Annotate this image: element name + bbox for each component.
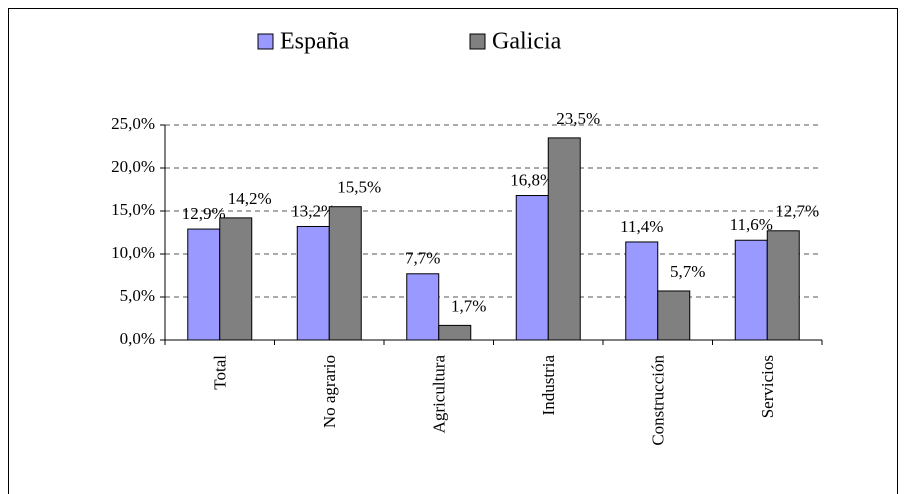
- bar: [406, 273, 440, 341]
- data-label: 15,5%: [337, 178, 381, 197]
- bar: [515, 195, 549, 341]
- x-tick-label: Construcción: [649, 355, 668, 446]
- bar: [625, 241, 659, 341]
- x-tick-label: Servicios: [758, 355, 777, 418]
- data-label: 14,2%: [228, 189, 272, 208]
- y-tick-label: 0,0%: [120, 329, 155, 348]
- legend-swatch: [469, 33, 486, 50]
- bar: [187, 228, 221, 341]
- x-tick-label: Industria: [539, 355, 558, 416]
- data-label: 11,6%: [730, 215, 773, 234]
- data-label: 7,7%: [405, 249, 440, 268]
- y-tick-label: 25,0%: [111, 114, 155, 133]
- x-tick-label: No agrario: [320, 355, 339, 428]
- bar: [734, 239, 768, 341]
- bar: [547, 137, 581, 341]
- y-tick-label: 15,0%: [111, 200, 155, 219]
- bar: [328, 206, 362, 341]
- x-tick-label: Agricultura: [430, 355, 449, 434]
- x-tick-label: Total: [211, 355, 230, 390]
- legend-label: España: [280, 29, 350, 55]
- bar: [219, 217, 253, 341]
- bar: [296, 225, 330, 341]
- data-label: 23,5%: [556, 109, 600, 128]
- data-label: 12,9%: [182, 204, 226, 223]
- bar: [766, 230, 800, 341]
- data-label: 11,4%: [620, 217, 663, 236]
- bar: [438, 324, 472, 341]
- data-label: 1,7%: [451, 296, 486, 315]
- data-label: 5,7%: [670, 262, 705, 281]
- y-tick-label: 10,0%: [111, 243, 155, 262]
- legend-label: Galicia: [492, 29, 562, 55]
- data-label: 13,2%: [291, 201, 335, 220]
- data-label: 16,8%: [510, 170, 554, 189]
- legend-swatch: [257, 33, 274, 50]
- data-label: 12,7%: [775, 202, 819, 221]
- bar: [657, 290, 691, 341]
- y-tick-label: 20,0%: [111, 157, 155, 176]
- y-tick-label: 5,0%: [120, 286, 155, 305]
